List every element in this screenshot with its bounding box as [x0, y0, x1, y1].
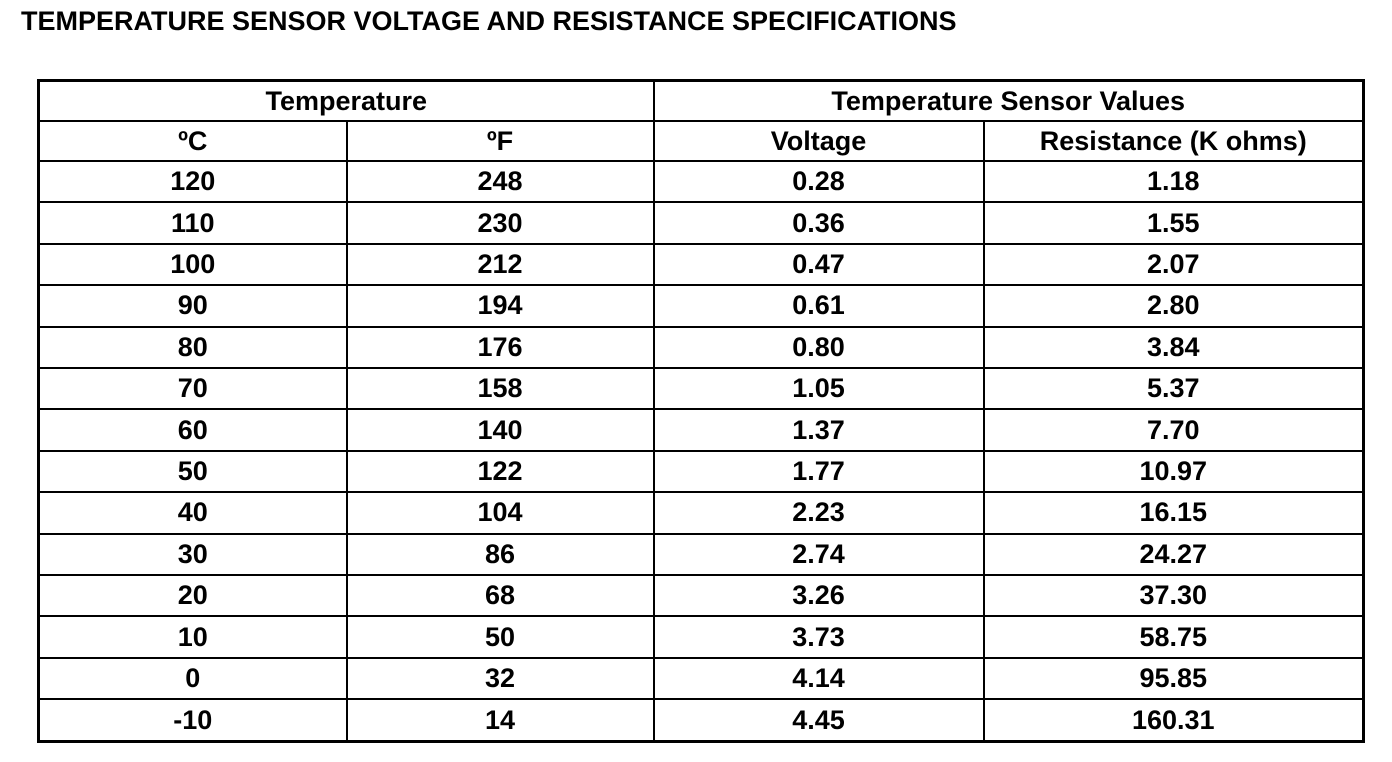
table-cell: 10 [37, 615, 348, 659]
table-cell: 230 [345, 201, 655, 245]
table-cell: 10.97 [982, 449, 1365, 494]
table-cell: 20 [37, 574, 348, 618]
table-cell: 32 [345, 656, 655, 701]
table-cell: 40 [37, 491, 348, 535]
table-cell: 104 [345, 491, 655, 535]
table-cell: 100 [37, 242, 348, 287]
table-row: 120 248 0.28 1.18 [37, 159, 1365, 204]
table-row: 10 50 3.73 58.75 [37, 615, 1365, 659]
table-cell: 1.55 [982, 201, 1365, 245]
table-cell: 248 [345, 159, 655, 204]
table-cell: 2.07 [982, 242, 1365, 287]
column-header: ºF [345, 120, 655, 162]
column-header-row: ºC ºF Voltage Resistance (K ohms) [37, 120, 1365, 162]
table-row: 110 230 0.36 1.55 [37, 201, 1365, 245]
table-cell: 3.84 [982, 325, 1365, 370]
table-cell: 160.31 [982, 698, 1365, 743]
column-header: Resistance (K ohms) [982, 120, 1365, 162]
table-cell: 3.26 [652, 574, 985, 618]
table-row: 20 68 3.26 37.30 [37, 574, 1365, 618]
table-cell: 194 [345, 284, 655, 328]
table-cell: 50 [345, 615, 655, 659]
table-cell: 30 [37, 532, 348, 577]
table-cell: 176 [345, 325, 655, 370]
table-cell: 14 [345, 698, 655, 743]
table-cell: 4.45 [652, 698, 985, 743]
table-cell: 0.80 [652, 325, 985, 370]
table-body: Temperature Temperature Sensor Values ºC ºF… [37, 79, 1365, 743]
table-cell: 95.85 [982, 656, 1365, 701]
table-cell: 86 [345, 532, 655, 577]
table-cell: 5.37 [982, 367, 1365, 411]
table-cell: 80 [37, 325, 348, 370]
table-cell: 0.61 [652, 284, 985, 328]
table-cell: 68 [345, 574, 655, 618]
table-cell: 1.77 [652, 449, 985, 494]
table-cell: 58.75 [982, 615, 1365, 659]
table-cell: 122 [345, 449, 655, 494]
page-title: TEMPERATURE SENSOR VOLTAGE AND RESISTANC… [21, 6, 957, 36]
table-cell: 1.05 [652, 367, 985, 411]
table-cell: 2.23 [652, 491, 985, 535]
group-header: Temperature Sensor Values [652, 79, 1365, 122]
table-row: 70 158 1.05 5.37 [37, 367, 1365, 411]
table-cell: 1.37 [652, 408, 985, 452]
table-cell: 1.18 [982, 159, 1365, 204]
table-cell: 120 [37, 159, 348, 204]
table-row: 30 86 2.74 24.27 [37, 532, 1365, 577]
table-cell: 3.73 [652, 615, 985, 659]
table-row: 0 32 4.14 95.85 [37, 656, 1365, 701]
table-cell: 110 [37, 201, 348, 245]
table-row: 80 176 0.80 3.84 [37, 325, 1365, 370]
table-cell: 70 [37, 367, 348, 411]
table-cell: 0.28 [652, 159, 985, 204]
table-cell: 2.80 [982, 284, 1365, 328]
table-row: 90 194 0.61 2.80 [37, 284, 1365, 328]
table-cell: 16.15 [982, 491, 1365, 535]
table-cell: 212 [345, 242, 655, 287]
table-cell: 0 [37, 656, 348, 701]
table-cell: 0.47 [652, 242, 985, 287]
spec-table: Temperature Temperature Sensor Values ºC ºF… [37, 79, 1365, 743]
table-cell: 7.70 [982, 408, 1365, 452]
table-cell: 2.74 [652, 532, 985, 577]
table-cell: 37.30 [982, 574, 1365, 618]
table-row: -10 14 4.45 160.31 [37, 698, 1365, 743]
table-row: 60 140 1.37 7.70 [37, 408, 1365, 452]
table-cell: 24.27 [982, 532, 1365, 577]
column-header: Voltage [652, 120, 985, 162]
table-row: 50 122 1.77 10.97 [37, 449, 1365, 494]
table-cell: 4.14 [652, 656, 985, 701]
table-cell: 90 [37, 284, 348, 328]
table-row: 40 104 2.23 16.15 [37, 491, 1365, 535]
table-cell: 0.36 [652, 201, 985, 245]
table-row: 100 212 0.47 2.07 [37, 242, 1365, 287]
table-cell: 140 [345, 408, 655, 452]
group-header-row: Temperature Temperature Sensor Values [37, 79, 1365, 122]
table-cell: 158 [345, 367, 655, 411]
group-header: Temperature [37, 79, 655, 122]
column-header: ºC [37, 120, 348, 162]
table-cell: 50 [37, 449, 348, 494]
table-cell: 60 [37, 408, 348, 452]
table-cell: -10 [37, 698, 348, 743]
